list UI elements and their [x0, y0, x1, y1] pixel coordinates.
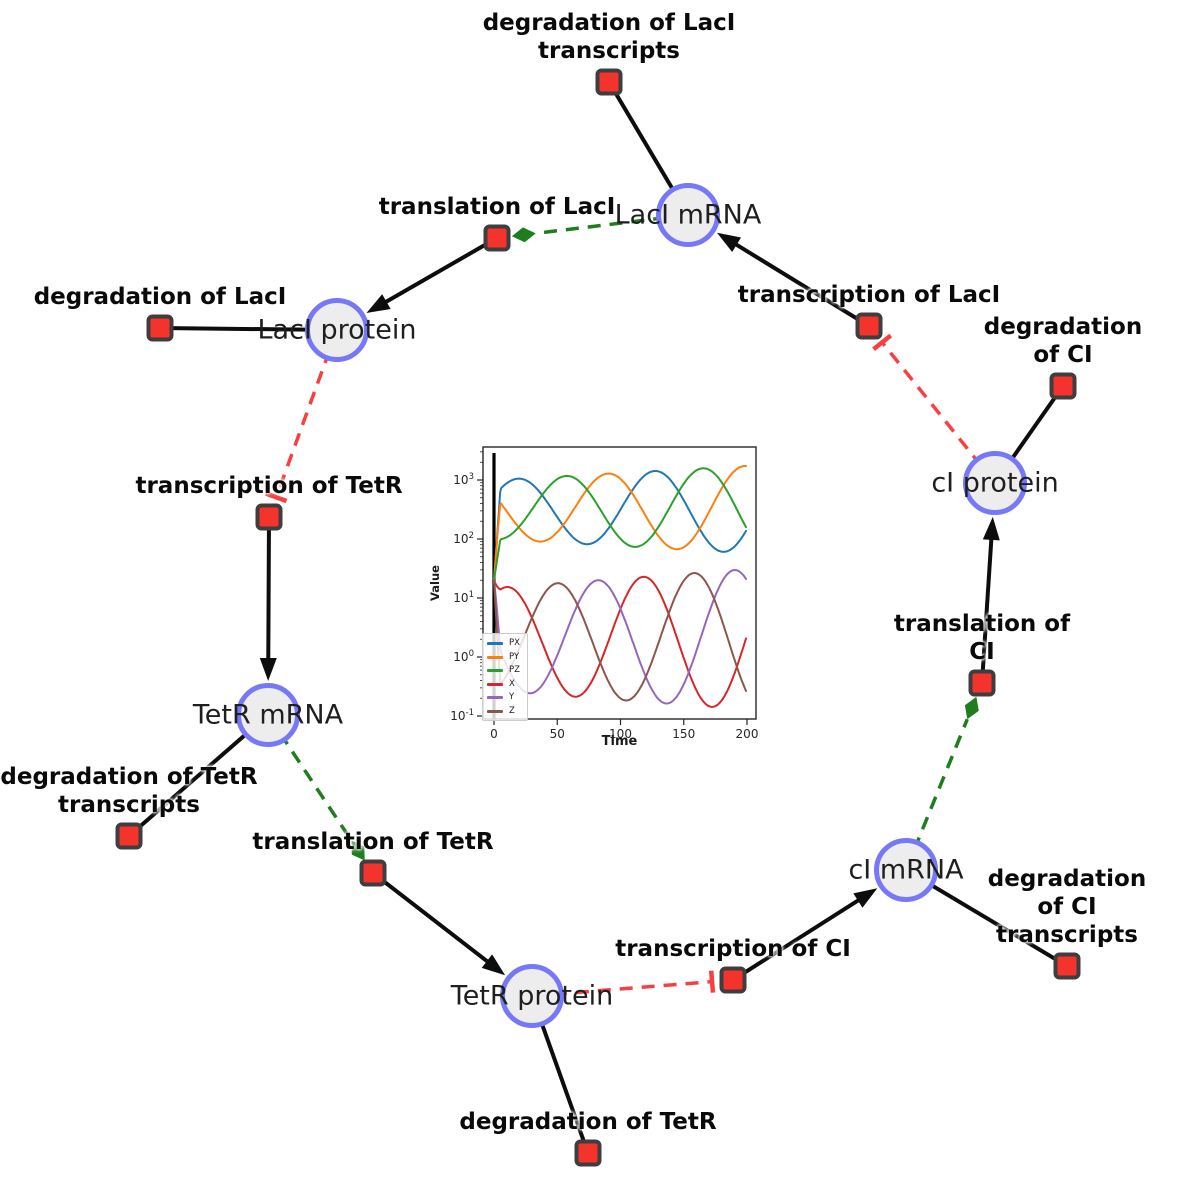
- reaction-label-deg-tetr-tx: degradation of TetR transcripts: [0, 764, 258, 818]
- reaction-label-deg-laci: degradation of LacI: [33, 284, 287, 310]
- y-axis-label: Value: [428, 565, 442, 601]
- legend-swatch-x: [487, 682, 503, 686]
- legend-swatch-pz: [487, 669, 503, 673]
- legend-label-z: Z: [509, 705, 515, 716]
- x-tick-label: 100: [609, 727, 632, 741]
- species-node-tetr-mrna[interactable]: [236, 683, 300, 747]
- y-tick-label: 103: [453, 472, 474, 487]
- reaction-node-tc-ci[interactable]: [719, 966, 747, 994]
- legend-entry-y: Y: [487, 691, 524, 705]
- reaction-label-tc-tetr: transcription of TetR: [135, 473, 403, 499]
- species-label-tetr-protein: TetR protein: [450, 980, 614, 1012]
- legend-entry-py: PY: [487, 651, 524, 665]
- inset-plot-svg: 103 102 101 100 10-1 0 50 100 150 200: [450, 446, 759, 741]
- edge-tc-ci-ci-mrna: [731, 888, 878, 982]
- species-label-tetr-mrna: TetR mRNA: [192, 699, 344, 731]
- legend-entry-x: X: [487, 678, 524, 692]
- y-tick-label: 10-1: [450, 708, 474, 723]
- legend-swatch-y: [487, 696, 503, 700]
- reaction-label-deg-ci-tx: degradation of CI transcripts: [987, 866, 1147, 948]
- legend-label-px: PX: [509, 638, 520, 649]
- legend-entry-z: Z: [487, 705, 524, 719]
- series-line-px: [493, 470, 747, 582]
- legend-swatch-z: [487, 709, 503, 713]
- x-tick-label: 150: [672, 727, 695, 741]
- series-line-py: [493, 465, 747, 582]
- edge-tc-tetr-tetr-mrna: [259, 516, 277, 682]
- series-line-y: [493, 569, 747, 705]
- species-node-ci-protein[interactable]: [963, 451, 1027, 515]
- reaction-label-tc-laci: transcription of LacI: [737, 282, 1001, 308]
- edge-tl-ci-ci-protein: [980, 516, 1000, 684]
- reaction-node-tl-laci[interactable]: [483, 224, 511, 252]
- reaction-label-deg-ci: degradation of CI: [983, 314, 1143, 368]
- y-tick-label: 102: [453, 531, 474, 546]
- reaction-node-deg-tetr-tx[interactable]: [115, 822, 143, 850]
- legend-label-y: Y: [509, 692, 515, 703]
- reaction-label-deg-laci-tx: degradation of LacI transcripts: [482, 10, 736, 64]
- series-line-z: [493, 572, 747, 702]
- reaction-node-deg-ci[interactable]: [1049, 372, 1077, 400]
- series-line-pz: [493, 467, 747, 582]
- species-node-ci-mrna[interactable]: [874, 838, 938, 902]
- species-label-laci-mrna: LacI mRNA: [614, 199, 762, 231]
- plot-legend: PX PY PZ X Y Z: [482, 633, 528, 721]
- x-tick-label: 50: [550, 727, 565, 741]
- species-label-ci-protein: cI protein: [931, 467, 1059, 499]
- legend-entry-pz: PZ: [487, 664, 524, 678]
- species-label-laci-protein: LacI protein: [257, 314, 417, 346]
- reaction-label-deg-tetr: degradation of TetR: [459, 1109, 717, 1135]
- legend-label-py: PY: [509, 651, 520, 662]
- time-series-inset-plot: 103 102 101 100 10-1 0 50 100 150 200 PX PY PZ X Y Z T…: [425, 440, 770, 765]
- reaction-node-tc-laci[interactable]: [855, 312, 883, 340]
- species-node-laci-protein[interactable]: [305, 298, 369, 362]
- reaction-node-deg-laci-tx[interactable]: [595, 68, 623, 96]
- x-axis-label: Time: [601, 734, 638, 749]
- x-tick-label: 0: [490, 727, 498, 741]
- species-node-laci-mrna[interactable]: [656, 183, 720, 247]
- reaction-node-deg-ci-tx[interactable]: [1053, 952, 1081, 980]
- reaction-label-tc-ci: transcription of CI: [615, 936, 851, 962]
- legend-entry-px: PX: [487, 637, 524, 651]
- legend-swatch-py: [487, 655, 503, 659]
- edge-tc-laci-laci-mrna: [716, 232, 871, 328]
- y-tick-label: 101: [453, 590, 474, 605]
- reaction-label-tl-tetr: translation of TetR: [252, 829, 494, 855]
- y-tick-label: 100: [453, 649, 474, 664]
- species-label-ci-mrna: cI mRNA: [848, 854, 964, 886]
- legend-label-x: X: [509, 678, 515, 689]
- species-node-tetr-protein[interactable]: [500, 964, 564, 1028]
- reaction-node-tl-ci[interactable]: [968, 669, 996, 697]
- reaction-node-deg-tetr[interactable]: [574, 1139, 602, 1167]
- reaction-node-deg-laci[interactable]: [146, 314, 174, 342]
- edge-tl-tetr-tetr-protein: [371, 871, 506, 976]
- legend-label-pz: PZ: [509, 665, 520, 676]
- reaction-node-tc-tetr[interactable]: [255, 503, 283, 531]
- edge-tl-laci-laci-protein: [366, 236, 498, 314]
- reaction-label-tl-ci: translation of CI: [893, 611, 1071, 665]
- legend-swatch-px: [487, 642, 503, 646]
- reaction-node-tl-tetr[interactable]: [359, 859, 387, 887]
- reaction-label-tl-laci: translation of LacI: [378, 194, 616, 220]
- x-tick-label: 200: [736, 727, 759, 741]
